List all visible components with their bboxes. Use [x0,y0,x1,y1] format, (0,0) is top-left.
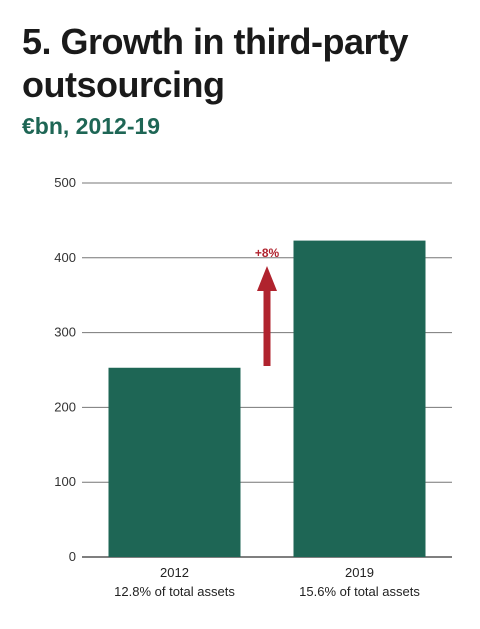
y-tick-label: 500 [54,175,76,190]
y-tick-label: 200 [54,399,76,414]
arrow-up-icon [257,266,277,291]
bar-2019 [293,240,426,557]
bar-2012 [108,367,241,557]
x-tick-sublabel: 12.8% of total assets [114,584,235,599]
growth-annotation: +8% [255,246,280,366]
chart-title: 5. Growth in third-party outsourcing [22,21,409,105]
growth-label: +8% [255,246,280,260]
x-axis-labels: 2012 12.8% of total assets 2019 15.6% of to… [114,565,420,599]
y-tick-label: 300 [54,325,76,340]
y-tick-label: 400 [54,250,76,265]
x-tick-sublabel: 15.6% of total assets [299,584,420,599]
y-tick-label: 0 [69,549,76,564]
arrow-shaft [263,288,271,366]
chart-subtitle: €bn, 2012-19 [22,113,161,139]
y-axis-ticks: 0 100 200 300 400 500 [54,175,76,564]
bars [108,240,426,557]
y-tick-label: 100 [54,474,76,489]
x-tick-label: 2012 [160,565,189,580]
x-tick-label: 2019 [345,565,374,580]
